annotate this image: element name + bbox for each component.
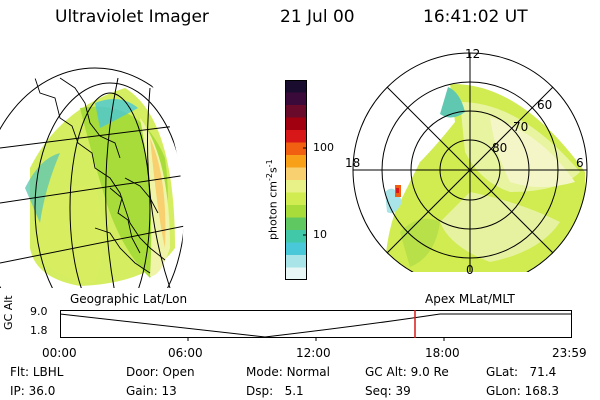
colorbar-stripe [285, 242, 307, 256]
colorbar-stripe [285, 155, 307, 168]
colorbar-stripe [285, 217, 307, 231]
colorbar [285, 80, 307, 280]
colorbar-stripe [285, 142, 307, 156]
mlat-60-label: 60 [537, 98, 553, 112]
colorbar-stripe [285, 205, 307, 218]
colorbar-stripe [285, 180, 307, 193]
info-dsp: Dsp: 5.1 [246, 384, 304, 398]
instrument-title: Ultraviolet Imager [55, 7, 209, 27]
colorbar-tick-100: 100 [313, 141, 334, 154]
orbit-timeline [60, 310, 572, 341]
timeline-tick-1800: 18:00 [425, 346, 460, 360]
mlat-80-label: 80 [492, 141, 508, 155]
colorbar-stripe [285, 230, 307, 243]
time-label: 16:41:02 UT [423, 7, 528, 27]
timeline-y-high: 9.0 [30, 305, 48, 318]
geographic-panel-label: Geographic Lat/Lon [70, 292, 188, 306]
info-ip: IP: 36.0 [10, 384, 56, 398]
timeline-tick-0000: 00:00 [42, 346, 77, 360]
mlt-12-label: 12 [465, 47, 481, 61]
colorbar-stripe [285, 130, 307, 143]
info-gain: Gain: 13 [126, 384, 177, 398]
timeline-tick-2359: 23:59 [552, 346, 587, 360]
colorbar-stripe [285, 255, 307, 268]
mlt-18-label: 18 [345, 156, 361, 170]
geographic-map [0, 67, 184, 288]
timeline-y-low: 1.8 [30, 324, 48, 337]
info-seq: Seq: 39 [365, 384, 411, 398]
info-glon: GLon: 168.3 [486, 384, 559, 398]
colorbar-stripe [285, 92, 307, 106]
mlt-0-label: 0 [466, 263, 474, 277]
colorbar-stripe [285, 192, 307, 206]
colorbar-stripe [285, 267, 307, 280]
info-door: Door: Open [126, 365, 195, 379]
apex-polar-plot [352, 52, 588, 272]
info-filter: Flt: LBHL [10, 365, 64, 379]
mlat-70-label: 70 [513, 120, 529, 134]
colorbar-stripe [285, 80, 307, 93]
date-label: 21 Jul 00 [280, 7, 355, 27]
timeline-axis-label: GC Alt [2, 295, 15, 330]
timeline-tick-0600: 06:00 [168, 346, 203, 360]
colorbar-unit-label: photon cm-2s-1 [265, 159, 280, 240]
info-glat: GLat: 71.4 [486, 365, 557, 379]
colorbar-stripe [285, 167, 307, 181]
info-mode: Mode: Normal [246, 365, 330, 379]
timeline-tick-1200: 12:00 [296, 346, 331, 360]
colorbar-stripe [285, 117, 307, 131]
colorbar-stripe [285, 105, 307, 118]
mlt-6-label: 6 [576, 156, 584, 170]
apex-panel-label: Apex MLat/MLT [425, 292, 515, 306]
colorbar-tick-10: 10 [313, 228, 327, 241]
info-gc-alt: GC Alt: 9.0 Re [365, 365, 449, 379]
